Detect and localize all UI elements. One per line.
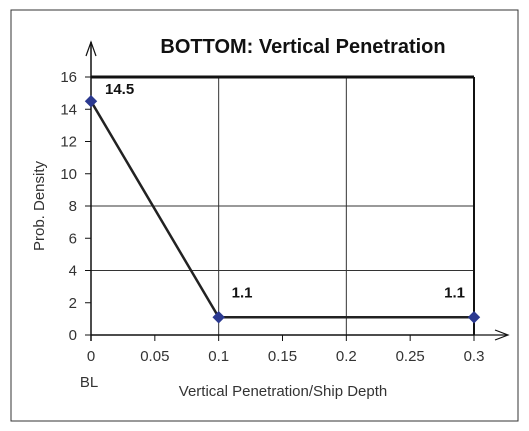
data-point: [84, 94, 98, 108]
x-tick-label: 0.2: [336, 348, 357, 365]
y-tick-label: 6: [69, 230, 77, 247]
data-label: 1.1: [232, 284, 253, 301]
y-tick-label: 16: [60, 69, 77, 86]
x-origin-label: BL: [80, 374, 98, 391]
x-tick-label: 0.3: [464, 348, 485, 365]
y-tick-label: 12: [60, 134, 77, 151]
y-tick-label: 8: [69, 198, 77, 215]
x-tick-label: 0.15: [268, 348, 297, 365]
x-axis-arrow: [494, 329, 510, 341]
y-axis-title: Prob. Density: [31, 160, 48, 251]
x-tick-label: 0.25: [396, 348, 425, 365]
y-axis-arrow: [85, 40, 97, 57]
data-label: 1.1: [444, 284, 465, 301]
y-tick-label: 14: [60, 101, 77, 118]
data-point: [467, 311, 481, 324]
y-tick-label: 4: [69, 263, 77, 280]
gridlines: [91, 77, 474, 335]
data-label: 14.5: [105, 81, 134, 98]
x-tick-label: 0.05: [140, 348, 169, 365]
y-tick-label: 10: [60, 166, 77, 183]
y-tick-label: 0: [69, 327, 77, 344]
data-point: [212, 311, 225, 324]
x-tick-label: 0.1: [208, 348, 229, 365]
chart-title: BOTTOM: Vertical Penetration: [160, 36, 445, 58]
x-tick-label: 0: [87, 348, 95, 365]
y-tick-label: 2: [69, 295, 77, 312]
tick-labels: 0 2 4 6 8 10 12 14 16 0 0.05 0.1 0.15 0.2 0.25 0.3 14.5 1…: [60, 69, 484, 365]
axes: [85, 40, 510, 341]
x-axis-title: Vertical Penetration/Ship Depth: [179, 383, 387, 400]
data-series: [84, 94, 481, 324]
